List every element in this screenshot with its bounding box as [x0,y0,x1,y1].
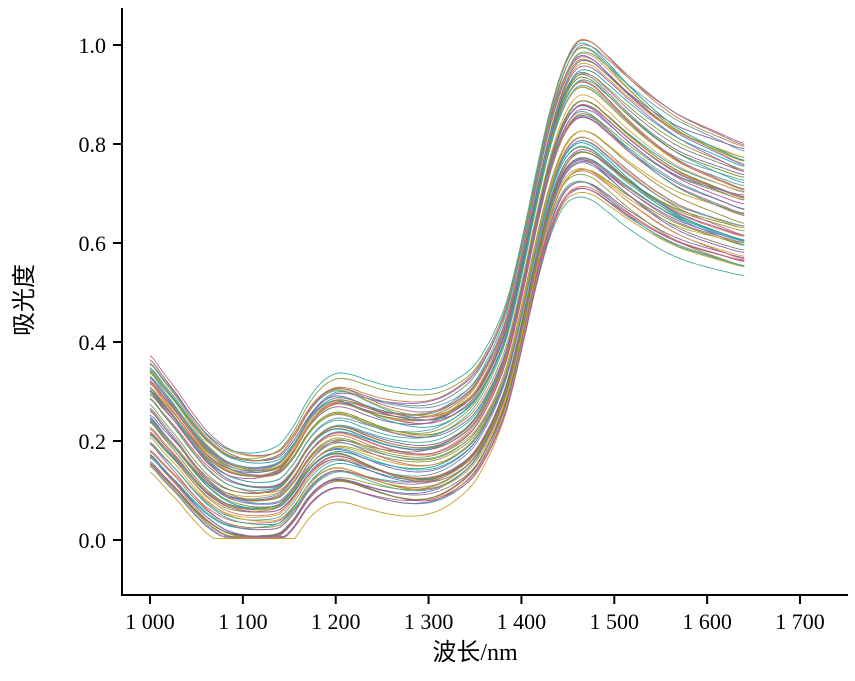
spectrum-line [149,71,745,473]
spectrum-line [149,168,745,522]
y-tick-label: 0.2 [79,429,107,454]
spectrum-line [149,42,745,454]
spectrum-line [149,136,745,505]
spectrum-line [149,140,745,504]
x-tick-label: 1 700 [775,609,825,634]
x-tick-label: 1 200 [311,609,361,634]
spectrum-line [149,116,745,494]
spectrum-line [149,79,745,462]
spectrum-line [149,62,745,457]
spectrum-line [149,100,745,477]
spectrum-line [149,130,745,511]
spectrum-line [149,60,745,462]
x-tick-label: 1 100 [218,609,268,634]
x-tick-label: 1 400 [497,609,547,634]
spectrum-line [149,76,745,472]
spectrum-line [149,39,745,462]
x-tick-label: 1 000 [125,609,175,634]
spectra-lines [149,38,745,539]
spectrum-line [149,151,745,517]
y-tick-label: 0.0 [79,528,107,553]
x-tick-label: 1 600 [682,609,732,634]
spectrum-line [149,170,745,524]
axes [121,8,848,596]
spectrum-line [149,51,745,472]
spectrum-line [149,65,745,480]
spectrum-line [149,100,745,495]
spectrum-line [149,47,745,460]
spectrum-line [149,142,745,510]
spectrum-line [149,113,745,501]
y-axis-label: 吸光度 [11,264,38,336]
spectrum-line [149,69,745,464]
spectrum-line [149,94,745,478]
x-axis-label: 波长/nm [432,639,518,666]
spectrum-line [149,159,745,529]
spectrum-line [149,105,745,476]
spectrum-line [149,44,745,456]
spectrum-line [149,157,745,525]
spectrum-line [149,116,745,488]
spectrum-line [149,168,745,537]
x-tick-label: 1 300 [404,609,454,634]
spectrum-line [149,73,745,477]
spectrum-line [149,167,745,518]
spectrum-line [149,130,745,502]
spectrum-line [149,185,745,538]
spectrum-line [149,110,745,491]
spectrum-line [149,140,745,501]
x-tick-label: 1 500 [590,609,640,634]
axis-spines [121,8,848,596]
axis-ticks: 1 000 1 100 1 200 1 300 1 400 1 500 1 600 1 700… [79,33,825,634]
y-tick-label: 0.4 [79,330,107,355]
spectrum-line [149,191,745,539]
y-tick-label: 0.6 [79,231,107,256]
spectrum-line [149,196,745,537]
spectrum-line [149,55,745,470]
y-tick-label: 1.0 [79,33,107,58]
spectrum-line [149,38,745,462]
spectrum-line [149,136,745,498]
y-tick-label: 0.8 [79,132,107,157]
